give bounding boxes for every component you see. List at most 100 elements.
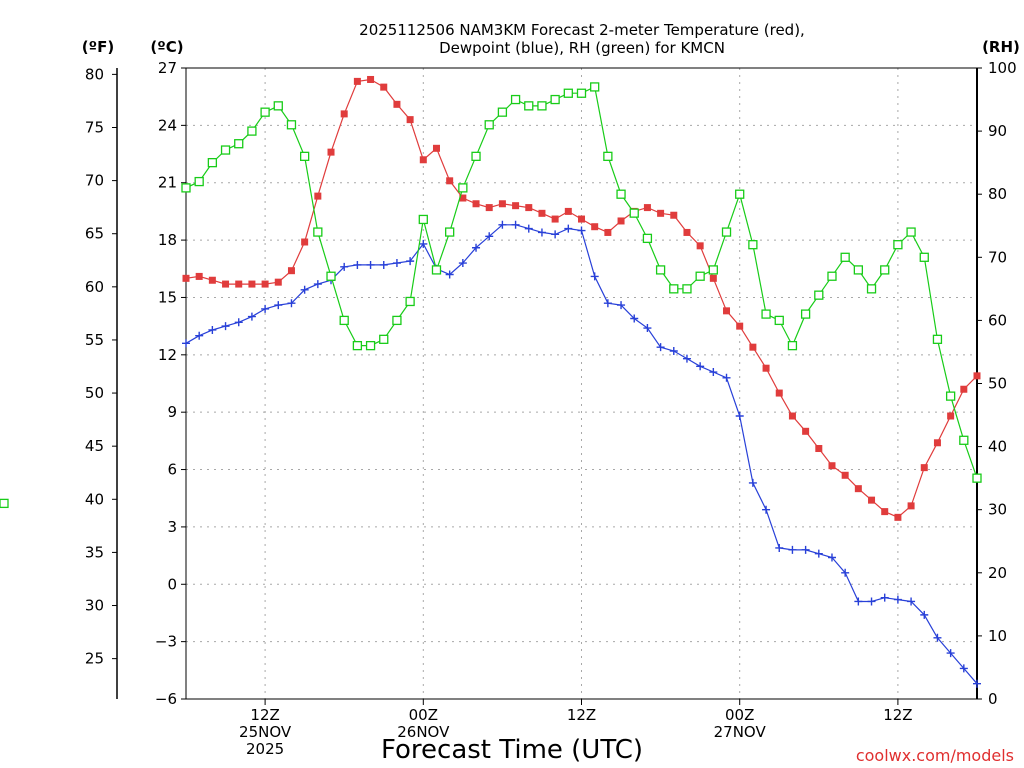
dewpoint-point [458, 259, 467, 268]
x-tick-label: 27NOV [714, 723, 767, 741]
rh-point [0, 498, 9, 509]
temperature-point [696, 242, 704, 250]
fahrenheit-tick-label: 30 [85, 597, 104, 615]
temperature-point [815, 445, 823, 453]
rh-point [721, 227, 732, 237]
rh-point [392, 315, 402, 326]
dewpoint-point [524, 224, 533, 233]
rh-point [418, 214, 428, 225]
rh-point [893, 240, 903, 250]
temperature-point [775, 389, 783, 397]
temperature-point [512, 202, 520, 210]
temperature-point [340, 110, 348, 118]
temperature-point [525, 204, 533, 212]
dewpoint-point [656, 343, 665, 352]
rh-point [655, 265, 666, 275]
fahrenheit-tick-label: 70 [85, 172, 104, 190]
temperature-point [472, 200, 480, 208]
series-temperature [182, 75, 981, 521]
celsius-tick-label: 27 [158, 59, 177, 77]
dewpoint-point [261, 304, 270, 313]
rh-tick-label: 100 [988, 59, 1017, 77]
dewpoint-point [221, 322, 230, 331]
dewpoint-point [814, 549, 823, 558]
dewpoint-point [247, 312, 256, 321]
rh-point [194, 176, 204, 187]
dewpoint-point [827, 553, 836, 562]
dewpoint-point [353, 260, 362, 269]
temperature-point [248, 280, 256, 288]
temperature-point [894, 513, 902, 521]
x-tick-label: 00Z [725, 706, 754, 724]
dewpoint-point [445, 270, 454, 279]
temperature-point [828, 462, 836, 470]
rh-point [220, 145, 231, 155]
x-tick-label: 12Z [250, 706, 279, 724]
temperature-point [459, 194, 467, 202]
rh-point [629, 208, 639, 218]
x-tick-label: 26NOV [397, 723, 450, 741]
rh-point [932, 334, 943, 344]
series-dewpoint [182, 220, 981, 688]
dewpoint-point [208, 325, 217, 334]
dewpoint-point [617, 301, 626, 310]
rh-point [735, 189, 745, 199]
tick-labels: 2724211815129630−3−612Z25NOV202500Z26NOV… [85, 59, 1017, 758]
rh-point [405, 296, 415, 307]
temperature-point [393, 100, 401, 108]
rh-point [273, 101, 283, 111]
rh-point [365, 340, 376, 351]
rh-point [484, 120, 494, 130]
fahrenheit-tick-label: 45 [85, 437, 104, 455]
celsius-tick-label: 9 [167, 403, 177, 421]
dewpoint-point [234, 318, 243, 327]
dewpoint-point [511, 220, 520, 229]
temperature-point [947, 412, 955, 420]
temperature-point [301, 238, 309, 246]
rh-point [458, 183, 468, 193]
dewpoint-point [959, 664, 968, 673]
dewpoint-point [379, 260, 388, 269]
celsius-tick-label: −3 [155, 633, 177, 651]
dewpoint-point [748, 478, 757, 487]
title-line-1: 2025112506 NAM3KM Forecast 2-meter Tempe… [359, 21, 805, 39]
dewpoint-point [182, 339, 190, 348]
rh-point [761, 309, 771, 319]
fahrenheit-tick-label: 40 [85, 490, 104, 508]
dewpoint-point [366, 260, 375, 269]
celsius-unit-label: (ºC) [150, 38, 183, 56]
dewpoint-point [762, 505, 771, 514]
rh-point [906, 227, 916, 237]
dewpoint-point [274, 301, 283, 310]
dewpoint-point [920, 610, 929, 619]
temperature-point [788, 412, 796, 420]
dewpoint-point [419, 239, 428, 248]
temperature-point [643, 204, 651, 212]
rh-point [313, 227, 323, 237]
temperature-point [670, 211, 678, 219]
fahrenheit-tick-label: 55 [85, 331, 104, 349]
dewpoint-point [841, 568, 850, 577]
temperature-point [709, 274, 717, 282]
rh-point [431, 265, 442, 275]
temperature-point [261, 280, 269, 288]
temperature-point [353, 77, 361, 85]
temperature-point [973, 372, 981, 380]
x-tick-label: 12Z [567, 706, 596, 724]
title-line-2: Dewpoint (blue), RH (green) for KMCN [439, 39, 725, 57]
celsius-tick-label: 3 [167, 518, 177, 536]
temperature-point [406, 116, 414, 124]
rh-tick-label: 50 [988, 375, 1007, 393]
rh-point [247, 126, 257, 136]
rh-point [563, 88, 573, 98]
credit-link[interactable]: coolwx.com/models [856, 746, 1014, 765]
temperature-point [195, 272, 203, 280]
celsius-tick-label: 21 [158, 174, 177, 192]
rh-point [510, 94, 521, 105]
dewpoint-point [788, 545, 797, 554]
rh-point [814, 290, 824, 300]
axes [112, 67, 982, 705]
dewpoint-point [867, 597, 876, 606]
celsius-tick-label: 15 [158, 288, 177, 306]
rh-point [827, 271, 837, 281]
